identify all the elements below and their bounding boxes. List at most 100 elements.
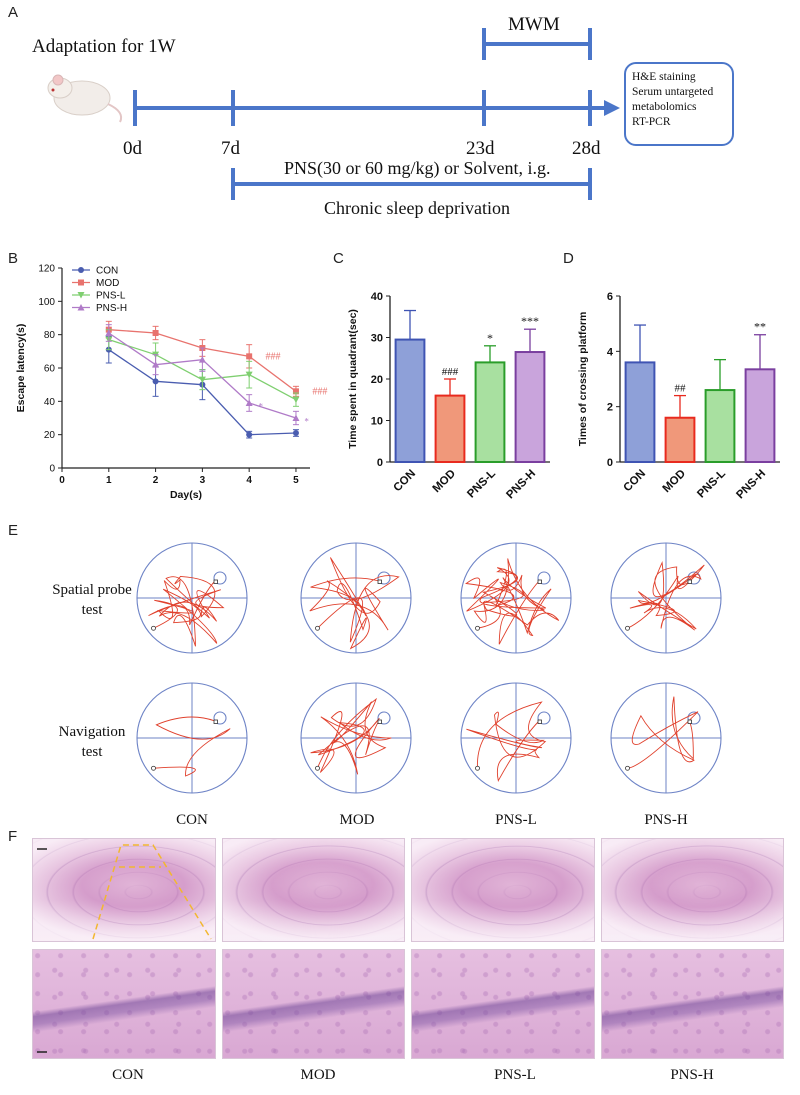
he-label-con: CON — [112, 1067, 144, 1083]
data-point — [152, 361, 160, 368]
pool-nav-pns-l — [460, 682, 572, 794]
swim-trajectory — [309, 557, 400, 650]
pool-probe-con — [136, 542, 248, 654]
data-point — [198, 376, 206, 384]
end-point — [687, 719, 692, 724]
y-tick-label: 100 — [38, 297, 55, 308]
he-low-con — [32, 838, 216, 942]
data-point — [152, 378, 159, 385]
deprivation-label: Chronic sleep deprivation — [324, 198, 510, 218]
x-tick-label-con: CON — [392, 468, 419, 495]
y-tick-label: 40 — [371, 291, 383, 303]
significance-mark: ### — [312, 386, 327, 397]
pool-probe-pns-h — [610, 542, 722, 654]
bar-pns-l — [474, 361, 506, 463]
significance-mark: ** — [754, 320, 766, 334]
treatment-label: PNS(30 or 60 mg/kg) or Solvent, i.g. — [284, 158, 551, 178]
x-tick-label: 5 — [293, 475, 299, 486]
pool-probe-pns-l — [460, 542, 572, 654]
probe-label-pnsl: PNS-L — [495, 812, 537, 828]
series-pns-l — [105, 329, 300, 407]
he-label-pnsl: PNS-L — [494, 1067, 536, 1083]
he-low-mag-row — [32, 838, 784, 942]
swim-trajectory — [465, 558, 560, 645]
timeline-diagram — [47, 28, 620, 200]
legend-marker — [77, 304, 85, 311]
pool-nav-mod — [300, 682, 412, 794]
x-tick-label: 2 — [153, 475, 159, 486]
y-axis-title: Time spent in quadrant(sec) — [347, 309, 359, 449]
start-point — [315, 765, 320, 771]
swim-trajectory — [148, 575, 225, 647]
data-point — [198, 356, 206, 363]
y-tick-label: 40 — [44, 397, 56, 408]
data-point — [292, 388, 299, 395]
end-point — [213, 579, 218, 584]
time-in-quadrant-chart: 0 10 20 30 40 Time spent in quadrant(sec) CON #… — [347, 291, 550, 502]
end-point — [377, 579, 382, 584]
significance-mark: * — [487, 331, 493, 345]
pool-nav-con — [136, 682, 248, 794]
data-point — [245, 371, 253, 379]
bar-mod — [664, 416, 696, 464]
y-tick-label: 6 — [607, 291, 613, 303]
end-point — [537, 719, 542, 724]
significance-mark: ### — [266, 351, 281, 362]
end-point — [687, 579, 692, 584]
panel-label-a: A — [8, 4, 19, 21]
data-point — [292, 396, 300, 404]
pool-probe-mod — [300, 542, 412, 654]
x-tick-label-pns-l: PNS-L — [695, 468, 728, 501]
y-tick-label: 80 — [44, 330, 56, 341]
end-point — [213, 719, 218, 724]
platform-marker — [687, 711, 701, 725]
legend-marker — [78, 267, 84, 273]
y-tick-label: 10 — [371, 416, 383, 428]
end-point — [537, 579, 542, 584]
probe-trajectories — [136, 542, 722, 794]
data-point — [245, 399, 253, 406]
mouse-icon — [47, 74, 123, 123]
bar-pns-h — [744, 368, 776, 463]
platform-marker — [537, 711, 551, 725]
significance-mark: ### — [442, 366, 459, 378]
x-tick-label-mod: MOD — [661, 468, 688, 495]
start-point — [151, 765, 156, 771]
y-tick-label: 0 — [49, 464, 55, 475]
panel-label-b: B — [8, 250, 19, 267]
x-axis-title: Day(s) — [170, 489, 202, 501]
mwm-label: MWM — [508, 14, 560, 35]
he-high-con — [32, 949, 216, 1059]
x-tick-label-pns-h: PNS-H — [504, 468, 538, 502]
y-tick-label: 120 — [38, 264, 55, 275]
data-point — [105, 329, 113, 336]
start-point — [475, 625, 480, 631]
start-point — [151, 625, 156, 631]
y-tick-label: 2 — [607, 402, 613, 414]
probe-label-pnsh: PNS-H — [644, 812, 688, 828]
probe-label-mod: MOD — [339, 812, 375, 828]
swim-trajectory — [466, 701, 547, 783]
end-point — [377, 719, 382, 724]
platform-marker — [213, 571, 227, 585]
he-high-pnsh — [600, 949, 784, 1059]
legend-label-mod: MOD — [96, 278, 119, 289]
start-point — [475, 765, 480, 771]
adaptation-label: Adaptation for 1W — [32, 36, 176, 57]
series-pns-h — [105, 324, 300, 426]
significance-mark: ## — [675, 383, 687, 395]
outcomes-box: H&E staining Serum untargeted metabolomi… — [624, 62, 734, 146]
swim-trajectory — [627, 696, 699, 769]
he-label-mod: MOD — [300, 1067, 336, 1083]
y-tick-label: 30 — [371, 333, 383, 345]
he-low-mod — [221, 838, 405, 942]
bar-mod — [434, 394, 466, 463]
x-tick-label: 0 — [59, 475, 65, 486]
he-low-pnsl — [411, 838, 595, 942]
he-high-mod — [221, 949, 405, 1059]
bar-con — [394, 338, 426, 463]
he-high-con-overlay — [37, 1051, 47, 1053]
y-tick-label: 60 — [44, 364, 56, 375]
legend-label-pns-h: PNS-H — [96, 303, 127, 314]
outcome-he: H&E staining — [632, 71, 696, 83]
